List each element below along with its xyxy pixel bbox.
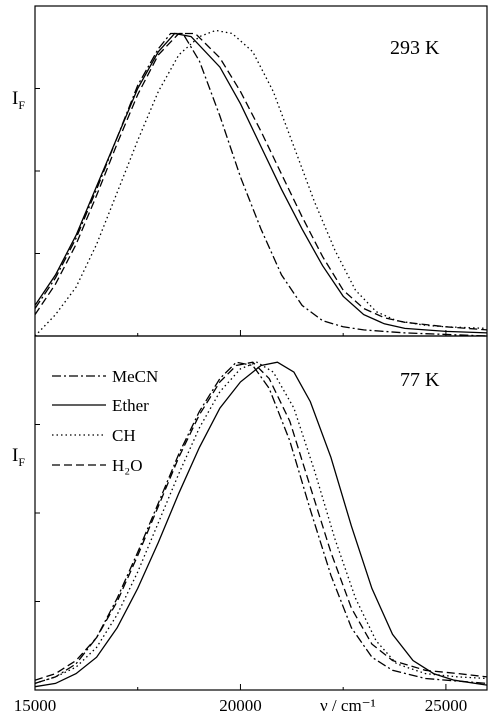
xtick-label-25000: 25000 xyxy=(425,696,468,715)
bottom-ylabel-main: I xyxy=(12,445,18,466)
curves-layer xyxy=(34,29,488,688)
series-bottom-dashed xyxy=(34,361,488,681)
xtick-label-20000: 20000 xyxy=(219,696,262,715)
series-top-dashdot xyxy=(34,32,488,337)
xtick-label-15000: 15000 xyxy=(14,696,57,715)
series-top-dashed xyxy=(34,32,488,331)
top-annotation: 293 K xyxy=(390,37,440,59)
series-bottom-dotted xyxy=(34,361,488,685)
series-bottom-solid xyxy=(34,361,488,688)
series-top-solid xyxy=(34,32,488,334)
legend-label-ether: Ether xyxy=(112,396,149,415)
bottom-ylabel-sub: F xyxy=(18,455,25,469)
x-axis-label: ν / cm⁻¹ xyxy=(320,696,376,715)
legend-label-mecn: MeCN xyxy=(112,367,158,386)
series-top-dotted xyxy=(34,29,488,337)
top-ylabel-main: I xyxy=(12,88,18,109)
top-ylabel-sub: F xyxy=(18,98,25,112)
series-bottom-dashdot xyxy=(34,361,488,685)
legend-label-ch: CH xyxy=(112,426,136,445)
ticks-layer xyxy=(34,5,447,690)
bottom-annotation: 77 K xyxy=(400,369,440,391)
bottom-ylabel: IF xyxy=(12,445,25,469)
top-ylabel: IF xyxy=(12,88,25,112)
legend: MeCN Ether CH H₂O xyxy=(52,367,158,475)
legend-label-h2o: H₂O xyxy=(112,456,142,475)
